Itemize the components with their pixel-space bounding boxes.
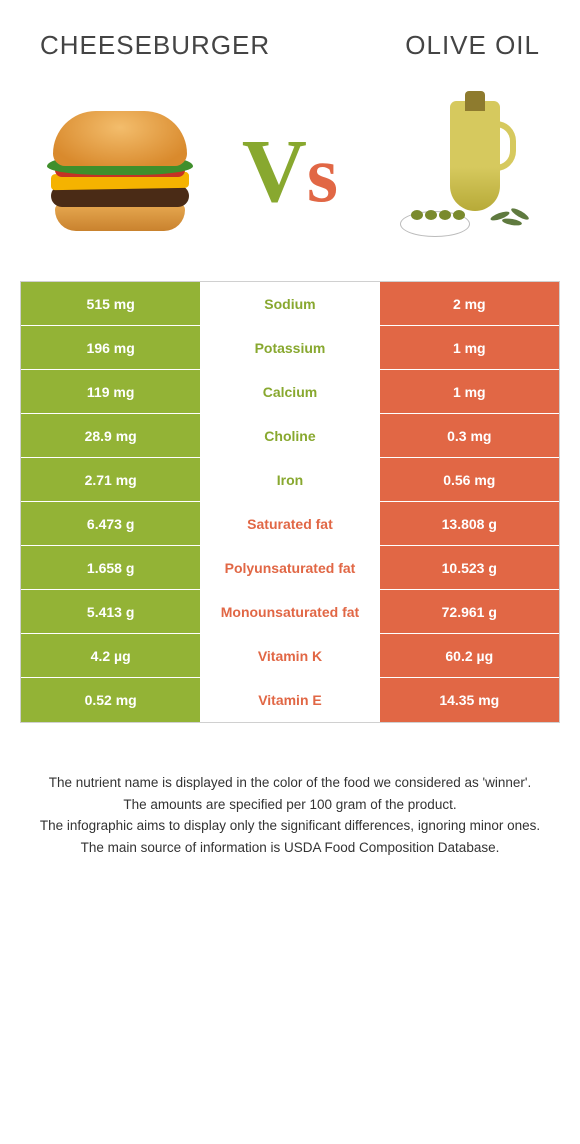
left-value: 4.2 µg <box>21 634 200 677</box>
footer-line: The infographic aims to display only the… <box>28 816 552 836</box>
table-row: 28.9 mgCholine0.3 mg <box>21 414 559 458</box>
left-value: 5.413 g <box>21 590 200 633</box>
nutrient-name: Potassium <box>200 326 379 369</box>
nutrient-name: Choline <box>200 414 379 457</box>
right-value: 10.523 g <box>380 546 559 589</box>
images-row: VS <box>0 81 580 281</box>
nutrient-name: Calcium <box>200 370 379 413</box>
table-row: 196 mgPotassium1 mg <box>21 326 559 370</box>
right-food-title: OLIVE OIL <box>405 30 540 61</box>
table-row: 4.2 µgVitamin K60.2 µg <box>21 634 559 678</box>
footer-line: The nutrient name is displayed in the co… <box>28 773 552 793</box>
vs-s: S <box>307 130 338 221</box>
right-value: 14.35 mg <box>380 678 559 722</box>
nutrient-table: 515 mgSodium2 mg196 mgPotassium1 mg119 m… <box>20 281 560 723</box>
table-row: 1.658 gPolyunsaturated fat10.523 g <box>21 546 559 590</box>
footer-line: The amounts are specified per 100 gram o… <box>28 795 552 815</box>
nutrient-name: Polyunsaturated fat <box>200 546 379 589</box>
cheeseburger-icon <box>40 91 200 251</box>
right-value: 72.961 g <box>380 590 559 633</box>
left-food-title: CHEESEBURGER <box>40 30 270 61</box>
nutrient-name: Sodium <box>200 282 379 325</box>
left-value: 1.658 g <box>21 546 200 589</box>
left-value: 0.52 mg <box>21 678 200 722</box>
right-value: 60.2 µg <box>380 634 559 677</box>
nutrient-name: Iron <box>200 458 379 501</box>
header: CHEESEBURGER OLIVE OIL <box>0 0 580 81</box>
left-value: 515 mg <box>21 282 200 325</box>
nutrient-name: Saturated fat <box>200 502 379 545</box>
left-value: 2.71 mg <box>21 458 200 501</box>
table-row: 515 mgSodium2 mg <box>21 282 559 326</box>
table-row: 2.71 mgIron0.56 mg <box>21 458 559 502</box>
table-row: 5.413 gMonounsaturated fat72.961 g <box>21 590 559 634</box>
right-value: 1 mg <box>380 326 559 369</box>
table-row: 6.473 gSaturated fat13.808 g <box>21 502 559 546</box>
footer-line: The main source of information is USDA F… <box>28 838 552 858</box>
right-value: 0.3 mg <box>380 414 559 457</box>
left-value: 196 mg <box>21 326 200 369</box>
right-value: 0.56 mg <box>380 458 559 501</box>
olive-oil-icon <box>380 91 540 251</box>
footer-notes: The nutrient name is displayed in the co… <box>0 723 580 857</box>
left-value: 119 mg <box>21 370 200 413</box>
left-value: 6.473 g <box>21 502 200 545</box>
nutrient-name: Vitamin K <box>200 634 379 677</box>
right-value: 1 mg <box>380 370 559 413</box>
left-value: 28.9 mg <box>21 414 200 457</box>
vs-label: VS <box>242 120 338 223</box>
table-row: 0.52 mgVitamin E14.35 mg <box>21 678 559 722</box>
nutrient-name: Vitamin E <box>200 678 379 722</box>
right-value: 13.808 g <box>380 502 559 545</box>
vs-v: V <box>242 120 307 223</box>
table-row: 119 mgCalcium1 mg <box>21 370 559 414</box>
nutrient-name: Monounsaturated fat <box>200 590 379 633</box>
right-value: 2 mg <box>380 282 559 325</box>
